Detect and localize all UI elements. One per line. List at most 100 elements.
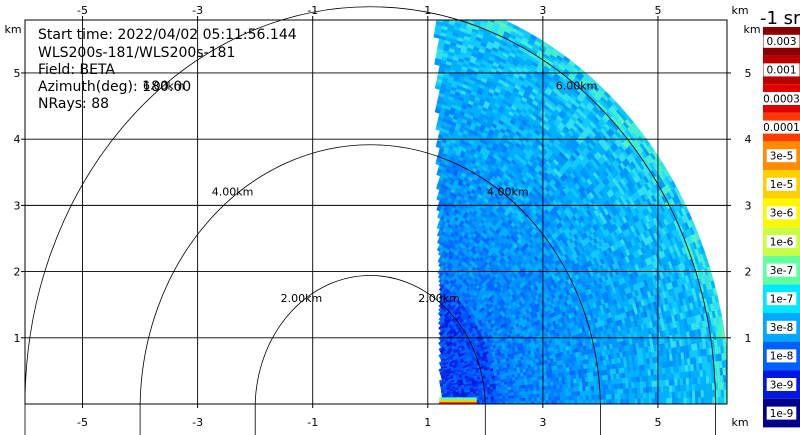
range-gate xyxy=(561,383,566,389)
range-gate xyxy=(623,393,627,400)
range-gate xyxy=(619,382,624,389)
range-gate xyxy=(634,381,638,388)
range-gate xyxy=(588,394,592,400)
range-gate xyxy=(521,384,526,389)
range-gate xyxy=(531,397,535,401)
range-gate xyxy=(568,387,572,393)
range-gate xyxy=(611,398,615,404)
range-gate xyxy=(556,395,561,401)
range-gate xyxy=(533,393,538,398)
range-gate xyxy=(539,386,543,391)
range-gate xyxy=(527,390,532,395)
range-gate xyxy=(637,387,641,394)
range-gate xyxy=(582,381,586,387)
range-gate xyxy=(576,382,580,388)
range-gate xyxy=(608,398,613,404)
range-gate xyxy=(652,398,656,404)
range-gate xyxy=(568,399,572,404)
range-gate xyxy=(493,393,497,397)
range-gate xyxy=(510,397,515,402)
range-gate xyxy=(510,394,515,399)
range-gate xyxy=(605,393,610,400)
range-gate xyxy=(548,392,552,397)
range-gate xyxy=(590,385,595,391)
range-gate xyxy=(528,397,532,402)
range-gate xyxy=(608,388,613,395)
range-gate xyxy=(651,392,656,399)
range-gate xyxy=(599,379,603,386)
range-gate xyxy=(490,396,495,400)
range-gate xyxy=(608,393,613,400)
range-gate xyxy=(556,399,561,404)
range-gate xyxy=(530,393,535,398)
range-gate xyxy=(628,398,633,404)
range-gate xyxy=(516,394,521,399)
range-gate xyxy=(620,393,624,400)
range-gate xyxy=(576,386,581,392)
range-gate xyxy=(513,388,517,393)
range-gate xyxy=(539,389,543,394)
range-gate xyxy=(640,392,644,399)
range-gate xyxy=(605,389,610,395)
range-gate xyxy=(536,400,541,404)
range-gate xyxy=(533,396,538,401)
range-gate xyxy=(640,398,644,404)
range-gate xyxy=(559,399,564,404)
range-gate xyxy=(526,380,531,385)
range-gate xyxy=(584,381,589,387)
range-gate xyxy=(617,398,621,404)
range-gate xyxy=(556,388,561,393)
range-gate xyxy=(639,381,644,388)
range-gate xyxy=(513,385,517,390)
range-gate xyxy=(493,395,498,400)
range-gate xyxy=(665,379,670,387)
range-gate xyxy=(571,399,575,404)
range-gate xyxy=(611,388,615,395)
range-gate xyxy=(576,390,581,396)
range-gate xyxy=(530,390,535,395)
range-gate xyxy=(524,390,529,395)
range-gate xyxy=(622,382,627,389)
range-gate xyxy=(553,384,558,390)
range-gate xyxy=(496,395,500,400)
range-gate xyxy=(672,397,676,404)
range-gate xyxy=(555,376,560,382)
range-gate xyxy=(565,391,569,397)
range-gate xyxy=(525,394,529,398)
range-gate xyxy=(505,395,509,399)
range-gate xyxy=(666,391,670,399)
range-gate xyxy=(479,394,483,398)
range-gate xyxy=(579,395,584,400)
range-gate xyxy=(565,387,569,393)
range-gate xyxy=(600,398,604,404)
range-gate xyxy=(550,388,555,394)
range-gate xyxy=(660,397,664,404)
range-gate xyxy=(599,389,604,395)
range-gate xyxy=(502,398,506,402)
range-gate xyxy=(513,391,518,396)
range-gate xyxy=(600,394,604,400)
range-gate xyxy=(536,393,541,398)
range-gate xyxy=(594,394,598,400)
range-gate xyxy=(524,384,529,389)
range-gate xyxy=(485,398,489,402)
range-gate xyxy=(522,397,526,402)
range-gate xyxy=(587,381,592,387)
range-gate xyxy=(507,386,511,391)
range-gate xyxy=(530,383,534,388)
range-gate xyxy=(548,400,552,404)
range-gate xyxy=(654,391,659,399)
range-gate xyxy=(562,391,567,397)
range-gate xyxy=(637,398,641,404)
range-gate xyxy=(625,382,630,389)
range-gate xyxy=(528,393,532,398)
data-layer xyxy=(433,20,727,404)
range-gate xyxy=(490,398,495,402)
range-gate xyxy=(524,387,529,392)
range-gate xyxy=(504,392,509,396)
range-gate xyxy=(516,397,520,402)
range-gate xyxy=(608,383,612,390)
range-gate xyxy=(510,388,514,393)
range-gate xyxy=(544,385,549,390)
range-gate xyxy=(588,385,592,391)
